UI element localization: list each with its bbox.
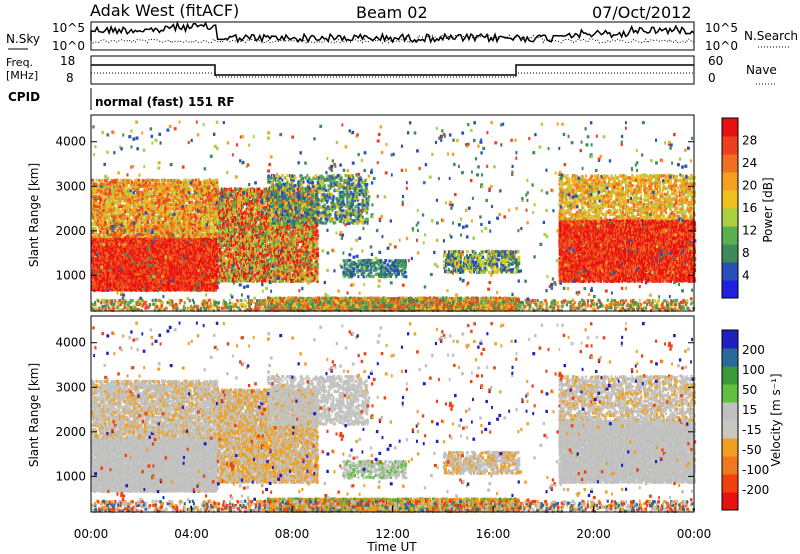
power-cell: [122, 235, 124, 238]
power-cell: [152, 207, 154, 210]
power-cell: [116, 197, 118, 200]
power-cell: [138, 179, 140, 182]
power-cell: [185, 178, 188, 181]
cpid-text: normal (fast) 151 RF: [95, 95, 235, 109]
power-cell: [138, 187, 140, 190]
power-cell: [168, 199, 170, 202]
nave-tick-low: 0: [708, 71, 716, 85]
beam-label: Beam 02: [356, 3, 428, 22]
nsearch-tick-high: 10^5: [705, 21, 738, 35]
power-cell: [149, 179, 151, 182]
nave-label: Nave: [746, 63, 777, 77]
nsearch-label: N.Search: [744, 29, 798, 43]
nsearch-tick-low: 10^0: [705, 39, 738, 53]
power-cell: [192, 220, 194, 223]
nave-tick-high: 60: [708, 54, 723, 68]
power-cell: [96, 179, 98, 182]
radar-title: Adak West (fitACF): [90, 1, 239, 20]
freq-unit-label: [MHz]: [6, 69, 38, 82]
power-cell: [168, 193, 170, 196]
power-cell: [173, 220, 175, 223]
power-cell: [124, 222, 126, 225]
power-cell: [130, 213, 132, 216]
power-cell: [216, 284, 218, 287]
power-cell: [101, 179, 103, 182]
freq-label: Freq.: [6, 56, 33, 69]
power-cell: [104, 221, 107, 224]
freq-tick-high: 18: [60, 54, 75, 68]
power-cell: [164, 179, 166, 182]
power-cell: [158, 179, 160, 182]
power-cell: [155, 215, 157, 218]
nsky-label: N.Sky: [6, 32, 40, 46]
power-cell: [119, 185, 121, 188]
nsky-panel: N.Sky 10^5 10^0 10^5 10^0 N.Search: [6, 21, 798, 53]
power-cell: [183, 179, 185, 182]
power-cell: [190, 188, 192, 191]
power-cell: [145, 193, 147, 196]
power-cell: [117, 179, 119, 182]
freq-tick-low: 8: [66, 71, 74, 85]
power-cell: [137, 219, 140, 222]
power-cell: [166, 191, 168, 194]
power-cell: [183, 233, 185, 236]
date-label: 07/Oct/2012: [592, 3, 692, 22]
power-cell: [106, 195, 108, 198]
power-cell: [146, 195, 148, 198]
power-cell: [99, 197, 102, 200]
power-cell: [169, 207, 171, 210]
power-cell: [96, 202, 98, 205]
freq-panel: Freq. [MHz] 18 8 60 0 Nave: [6, 54, 777, 85]
cpid-label: CPID: [8, 90, 40, 104]
nsky-tick-low: 10^0: [52, 39, 85, 53]
power-cell: [160, 235, 162, 238]
nsky-tick-high: 10^5: [52, 21, 85, 35]
power-heatmap: [91, 121, 696, 313]
power-cell: [191, 216, 193, 219]
